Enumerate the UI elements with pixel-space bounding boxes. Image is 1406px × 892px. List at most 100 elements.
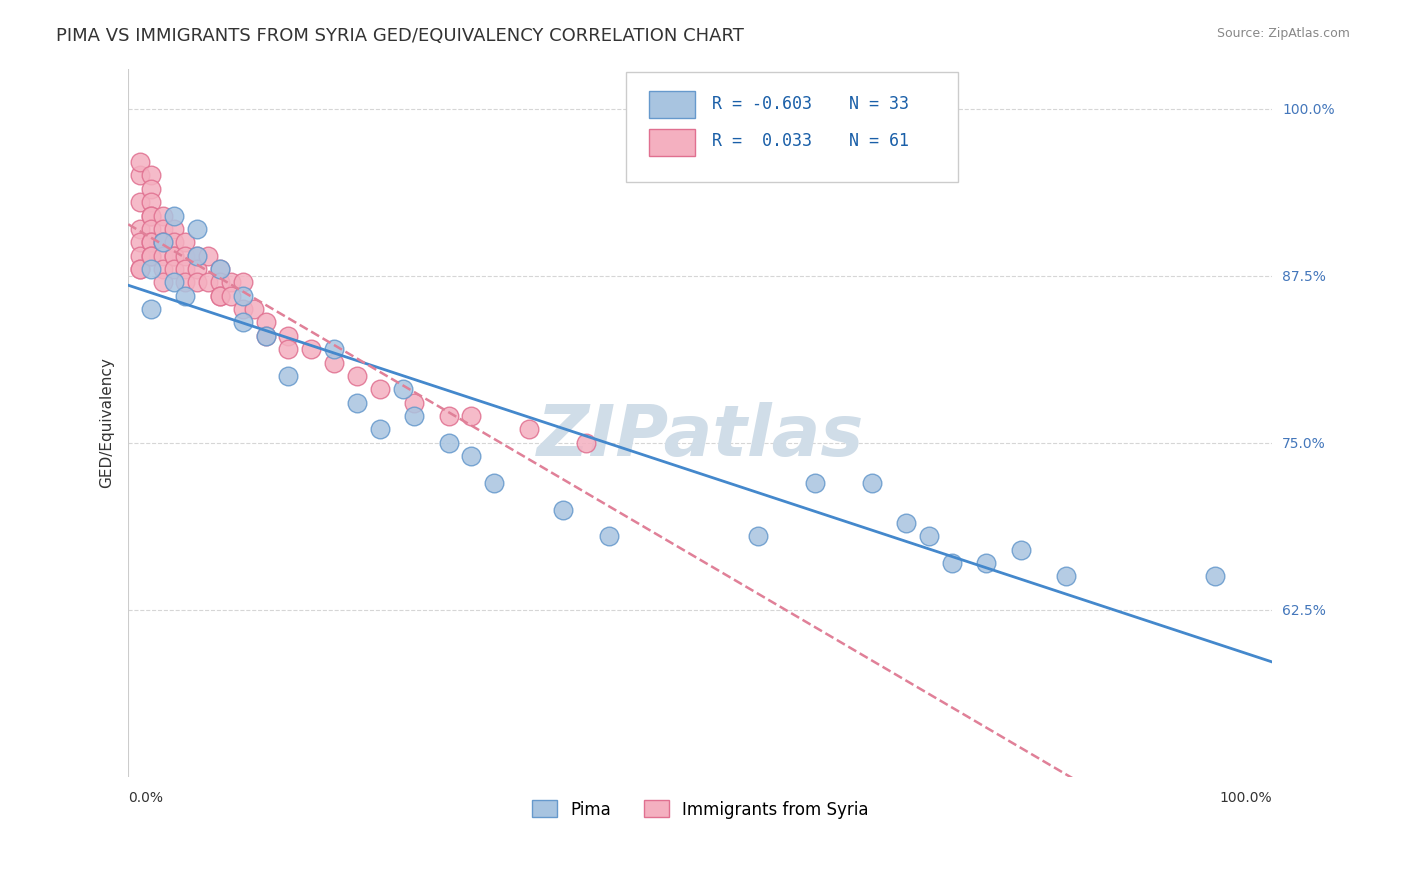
Point xyxy=(152,235,174,250)
Point xyxy=(254,328,277,343)
Point xyxy=(368,382,391,396)
Point xyxy=(163,222,186,236)
Point xyxy=(368,422,391,436)
Point xyxy=(1204,569,1226,583)
Point xyxy=(163,249,186,263)
Point xyxy=(437,409,460,423)
Point xyxy=(186,249,208,263)
Text: 0.0%: 0.0% xyxy=(128,791,163,805)
Point xyxy=(139,249,162,263)
Point xyxy=(299,342,322,356)
Point xyxy=(186,276,208,290)
FancyBboxPatch shape xyxy=(648,91,695,118)
Text: N = 61: N = 61 xyxy=(849,133,910,151)
Point xyxy=(747,529,769,543)
Point xyxy=(232,302,254,317)
Point xyxy=(346,368,368,383)
Text: Source: ZipAtlas.com: Source: ZipAtlas.com xyxy=(1216,27,1350,40)
Point xyxy=(139,235,162,250)
Text: ZIPatlas: ZIPatlas xyxy=(537,402,865,471)
Point xyxy=(460,409,482,423)
Point xyxy=(277,368,299,383)
Point xyxy=(437,435,460,450)
Point xyxy=(152,249,174,263)
Point xyxy=(163,249,186,263)
Point xyxy=(208,262,231,277)
Point xyxy=(139,182,162,196)
FancyBboxPatch shape xyxy=(648,128,695,155)
Point xyxy=(128,262,150,277)
Point xyxy=(174,235,197,250)
Point xyxy=(208,262,231,277)
Point xyxy=(152,235,174,250)
Point xyxy=(128,169,150,183)
Point xyxy=(219,289,242,303)
Text: N = 33: N = 33 xyxy=(849,95,910,113)
FancyBboxPatch shape xyxy=(626,72,957,182)
Point xyxy=(128,155,150,169)
Point xyxy=(484,475,506,490)
Text: PIMA VS IMMIGRANTS FROM SYRIA GED/EQUIVALENCY CORRELATION CHART: PIMA VS IMMIGRANTS FROM SYRIA GED/EQUIVA… xyxy=(56,27,744,45)
Point xyxy=(174,249,197,263)
Point xyxy=(174,289,197,303)
Point xyxy=(346,395,368,409)
Point xyxy=(976,556,998,570)
Point xyxy=(163,209,186,223)
Point xyxy=(551,502,574,516)
Point xyxy=(128,262,150,277)
Legend: Pima, Immigrants from Syria: Pima, Immigrants from Syria xyxy=(524,794,876,825)
Point xyxy=(1010,542,1032,557)
Point xyxy=(460,449,482,463)
Point xyxy=(392,382,415,396)
Point xyxy=(277,328,299,343)
Point xyxy=(941,556,963,570)
Point xyxy=(197,249,219,263)
Point xyxy=(232,289,254,303)
Point xyxy=(139,222,162,236)
Point xyxy=(128,235,150,250)
Point xyxy=(208,289,231,303)
Point xyxy=(575,435,598,450)
Point xyxy=(139,262,162,277)
Point xyxy=(186,222,208,236)
Point xyxy=(139,195,162,210)
Y-axis label: GED/Equivalency: GED/Equivalency xyxy=(100,358,114,488)
Text: R =  0.033: R = 0.033 xyxy=(711,133,811,151)
Point xyxy=(186,262,208,277)
Point xyxy=(128,195,150,210)
Point xyxy=(174,276,197,290)
Point xyxy=(174,262,197,277)
Point xyxy=(128,222,150,236)
Text: R = -0.603: R = -0.603 xyxy=(711,95,811,113)
Point xyxy=(243,302,266,317)
Text: 100.0%: 100.0% xyxy=(1220,791,1272,805)
Point xyxy=(152,262,174,277)
Point xyxy=(404,409,426,423)
Point xyxy=(139,209,162,223)
Point xyxy=(803,475,825,490)
Point xyxy=(186,249,208,263)
Point xyxy=(152,209,174,223)
Point xyxy=(152,235,174,250)
Point xyxy=(232,276,254,290)
Point xyxy=(139,209,162,223)
Point xyxy=(163,276,186,290)
Point xyxy=(860,475,883,490)
Point xyxy=(152,276,174,290)
Point xyxy=(197,276,219,290)
Point xyxy=(254,328,277,343)
Point xyxy=(232,315,254,329)
Point xyxy=(254,315,277,329)
Point xyxy=(404,395,426,409)
Point xyxy=(139,249,162,263)
Point xyxy=(139,302,162,317)
Point xyxy=(208,276,231,290)
Point xyxy=(219,276,242,290)
Point xyxy=(896,516,918,530)
Point xyxy=(139,235,162,250)
Point xyxy=(1056,569,1078,583)
Point xyxy=(277,342,299,356)
Point xyxy=(163,235,186,250)
Point xyxy=(918,529,941,543)
Point xyxy=(598,529,620,543)
